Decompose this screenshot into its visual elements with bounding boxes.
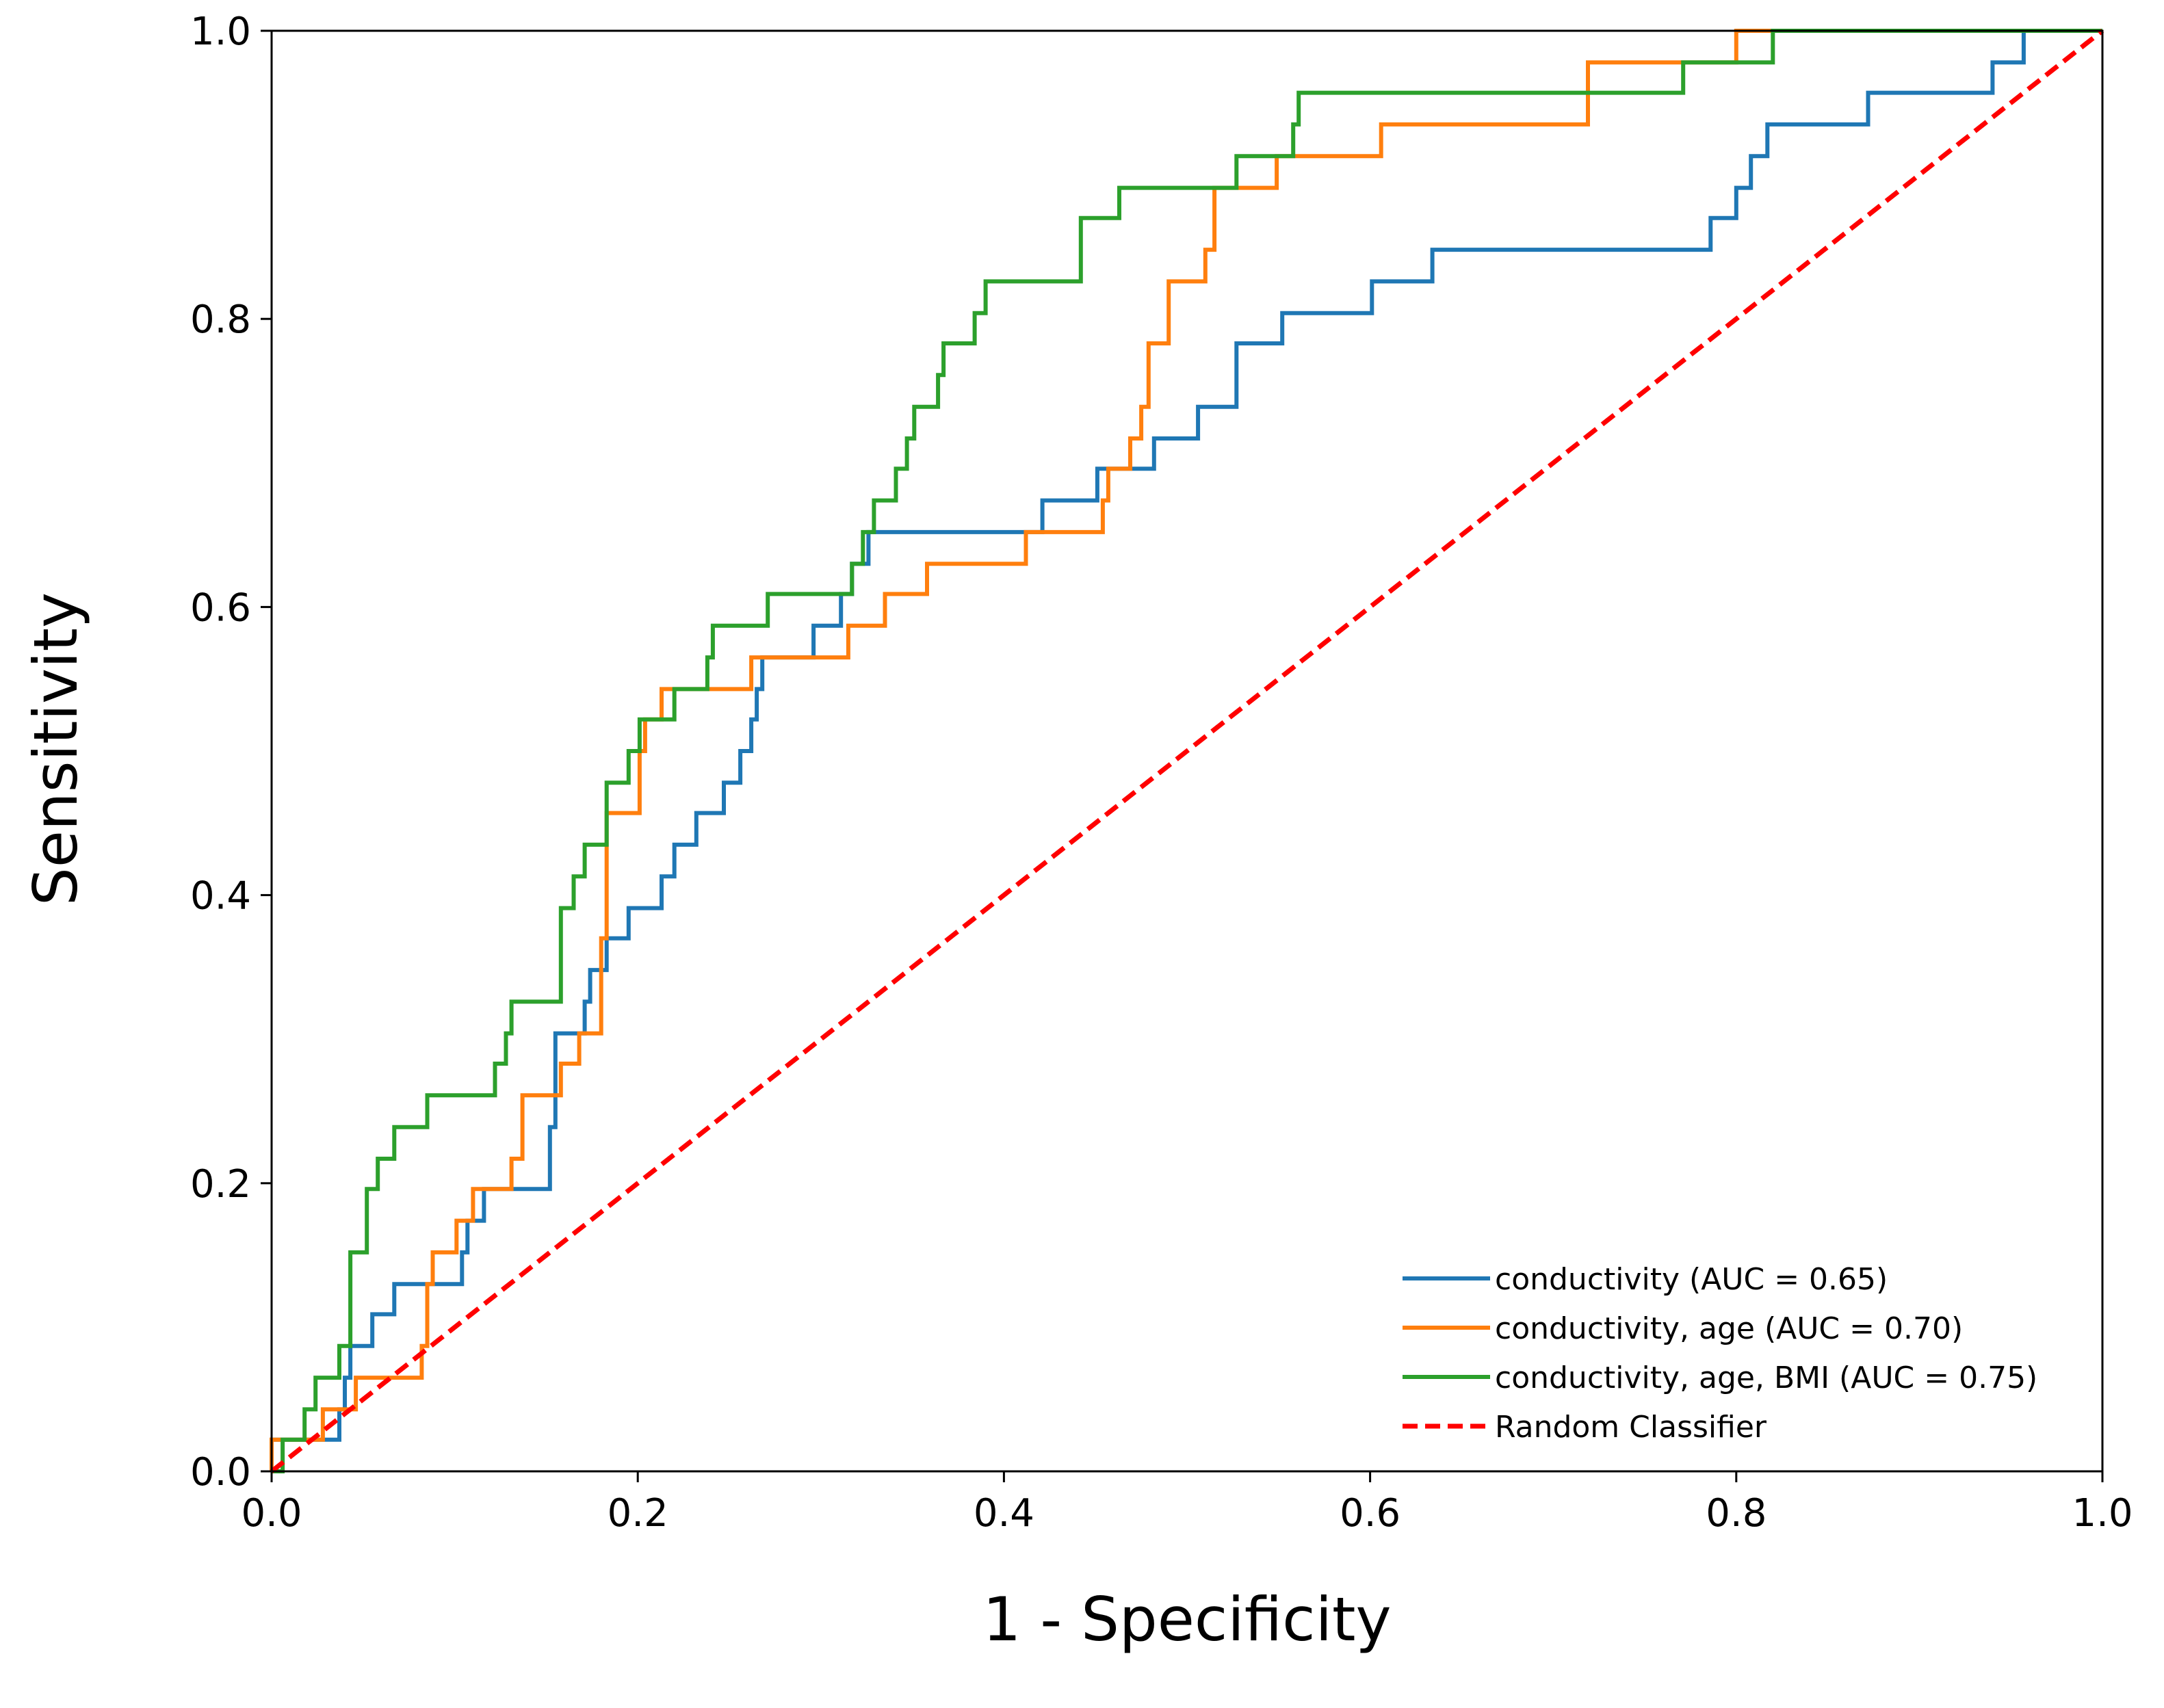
x-tick-label: 0.2 [608,1491,668,1536]
legend: conductivity (AUC = 0.65) conductivity, a… [1403,1262,2037,1445]
series-line-4 [270,29,2104,1473]
y-axis-label: Sensitivity [21,592,91,906]
x-axis-label: 1 - Specificity [982,1584,1391,1655]
series-layer [270,29,2104,1473]
x-tick-label: 0.6 [1340,1491,1400,1536]
legend-entry-2: conductivity, age (AUC = 0.70) [1495,1311,1963,1346]
legend-entry-1: conductivity (AUC = 0.65) [1495,1262,1888,1297]
x-tick-label: 1.0 [2072,1491,2133,1536]
x-axis-ticks: 0.0 0.2 0.4 0.6 0.8 1.0 [241,1471,2133,1536]
legend-entry-3: conductivity, age, BMI (AUC = 0.75) [1495,1361,2037,1395]
y-tick-label: 1.0 [190,10,251,54]
y-tick-label: 0.2 [190,1162,251,1207]
series-line-3 [272,29,2102,1473]
y-axis-ticks: 0.0 0.2 0.4 0.6 0.8 1.0 [190,10,272,1495]
series-line-1 [270,29,2102,1471]
x-tick-label: 0.0 [241,1491,302,1536]
y-tick-label: 0.4 [190,874,251,919]
plot-frame [270,29,2104,1473]
series-line-2 [270,29,2102,1471]
y-tick-label: 0.6 [190,586,251,630]
y-tick-label: 0.8 [190,298,251,342]
y-tick-label: 0.0 [190,1450,251,1495]
x-tick-label: 0.4 [974,1491,1034,1536]
legend-entry-4: Random Classifier [1495,1410,1767,1445]
x-tick-label: 0.8 [1706,1491,1767,1536]
